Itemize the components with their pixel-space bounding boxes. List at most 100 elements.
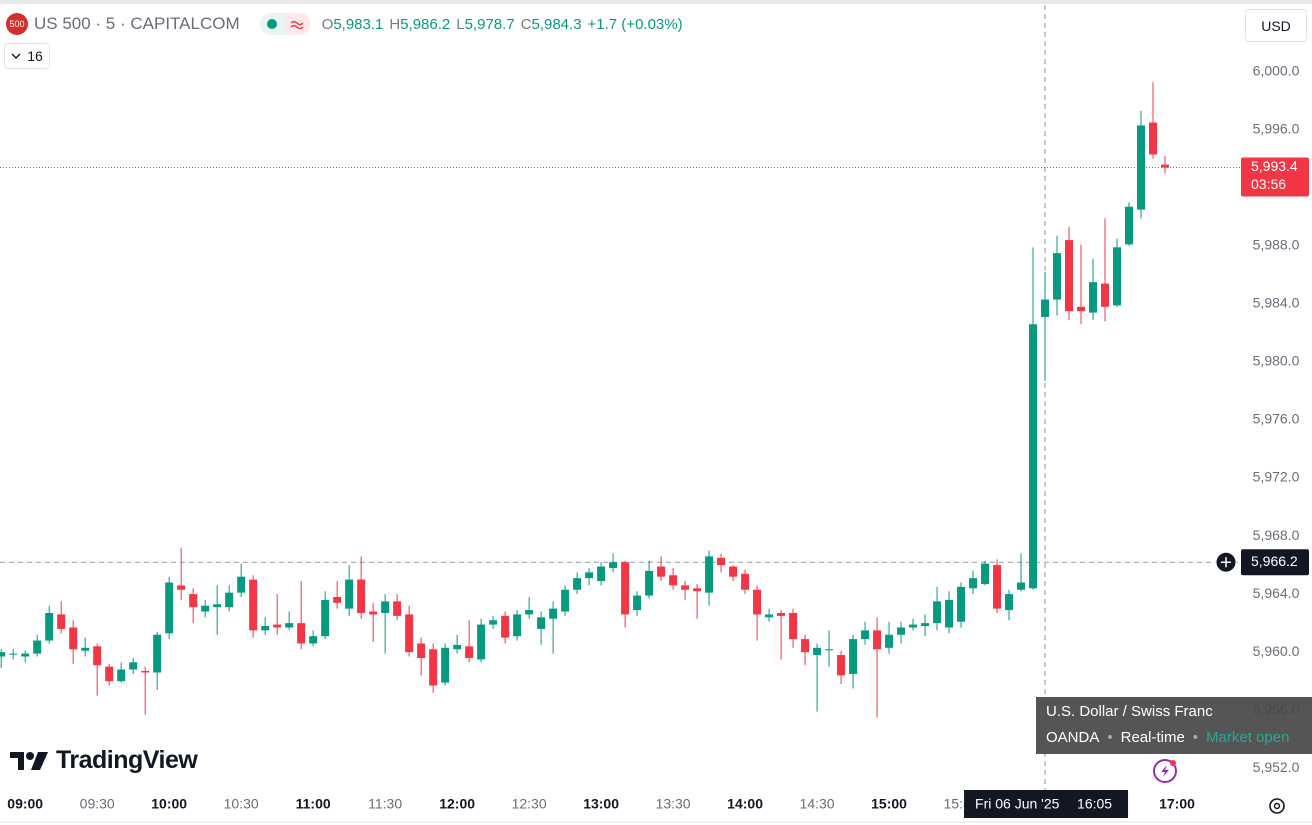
candle-body [453, 644, 462, 650]
x-tick-label: 09:00 [7, 796, 43, 812]
candle-body [981, 563, 990, 584]
candle-body [813, 647, 822, 656]
candle-body [789, 612, 798, 640]
candle-body [225, 592, 234, 608]
x-tick-label: 09:30 [80, 796, 115, 812]
indicators-toggle[interactable]: 16 [4, 43, 50, 69]
candle-body [9, 653, 18, 655]
candle-body [729, 566, 738, 577]
candle-body [345, 579, 354, 609]
candle-body [933, 601, 942, 624]
candle-body [357, 579, 366, 613]
y-tick-label: 6,000.0 [1253, 62, 1300, 78]
candle-body [669, 575, 678, 586]
candle-body [1077, 306, 1086, 312]
candle-body [705, 556, 714, 593]
candle-body [849, 639, 858, 674]
x-tick-label: 14:00 [727, 796, 763, 812]
y-tick-label: 5,988.0 [1253, 237, 1300, 253]
x-tick-label: 13:30 [656, 796, 691, 812]
candle-body [93, 646, 102, 666]
candle-body [873, 630, 882, 650]
candle-body [657, 566, 666, 577]
currency-button[interactable]: USD [1245, 9, 1307, 42]
candle-body [777, 612, 786, 616]
candle-body [309, 636, 318, 644]
ohlc-item: O5,983.1 [322, 16, 384, 33]
candle-body [21, 653, 30, 657]
last-price-box [1241, 157, 1309, 197]
y-tick-label: 5,980.0 [1253, 353, 1300, 369]
candle-body [1041, 299, 1050, 317]
candle-body [369, 611, 378, 615]
candle-body [1161, 164, 1170, 168]
candle-body [1113, 247, 1122, 306]
candle-body [993, 565, 1002, 609]
candle-body [501, 615, 510, 638]
symbol-badge[interactable]: 500 [6, 13, 28, 35]
candle-body [297, 623, 306, 644]
x-tick-label: 11:30 [368, 796, 402, 812]
candle-body [633, 595, 642, 611]
x-tick-label: 15:00 [871, 796, 907, 812]
candle-body [573, 578, 582, 590]
candle-body [153, 634, 162, 673]
crosshair-date-label: Fri 06 Jun '25 [975, 796, 1060, 812]
candle-body [837, 655, 846, 676]
ohlc-key: L [456, 15, 465, 33]
countdown-label: 03:56 [1251, 176, 1286, 192]
candle-body [333, 597, 342, 603]
settings-icon[interactable] [1269, 798, 1285, 814]
y-tick-label: 5,964.0 [1253, 585, 1300, 601]
last-price-label: 5,993.4 [1251, 158, 1298, 174]
add-alert-button[interactable] [1215, 551, 1237, 573]
symbol-tooltip: U.S. Dollar / Swiss Franc OANDA • Real-ti… [1036, 697, 1312, 754]
tooltip-feed: Real-time [1120, 729, 1185, 746]
candle-body [117, 669, 126, 682]
status-pill[interactable] [259, 13, 310, 35]
candle-body [765, 614, 774, 618]
candle-body [597, 566, 606, 582]
candle-body [381, 601, 390, 613]
indicator-count: 16 [27, 48, 43, 64]
y-tick-label: 5,952.0 [1253, 759, 1300, 775]
ohlc-key: H [389, 15, 401, 33]
candle-body [513, 614, 522, 637]
candle-body [861, 630, 870, 640]
candle-body [429, 649, 438, 686]
x-tick-label: 10:30 [224, 796, 259, 812]
candle-body [825, 649, 834, 651]
y-tick-label: 5,976.0 [1253, 411, 1300, 427]
candle-body [741, 573, 750, 590]
candle-body [273, 624, 282, 628]
candle-body [921, 623, 930, 627]
candle-body [45, 612, 54, 641]
candle-body [165, 582, 174, 634]
candle-body [237, 576, 246, 593]
logo-text: TradingView [56, 746, 198, 774]
ohlc-item: C5,984.3 [521, 16, 582, 33]
x-tick-label: 17:00 [1159, 796, 1195, 812]
candle-body [405, 614, 414, 653]
candle-body [465, 646, 474, 658]
candle-body [1101, 283, 1110, 307]
candle-body [681, 585, 690, 590]
symbol-title[interactable]: US 500 · 5 · CAPITALCOM [34, 14, 240, 33]
alert-icon[interactable] [1153, 759, 1177, 783]
y-tick-label: 5,972.0 [1253, 469, 1300, 485]
x-tick-label: 10:00 [151, 796, 187, 812]
candle-body [57, 614, 66, 629]
candle-body [489, 620, 498, 625]
x-tick-label: 14:30 [800, 796, 835, 812]
candle-body [261, 626, 270, 631]
x-tick-label: 11:00 [296, 796, 331, 812]
candle-body [69, 627, 78, 650]
tooltip-symbol: U.S. Dollar / Swiss Franc [1046, 703, 1213, 720]
logo[interactable]: TradingView [10, 746, 198, 775]
candle-body [417, 643, 426, 658]
y-tick-label: 5,996.0 [1253, 120, 1300, 136]
candle-body [321, 599, 330, 637]
candle-body [909, 624, 918, 628]
